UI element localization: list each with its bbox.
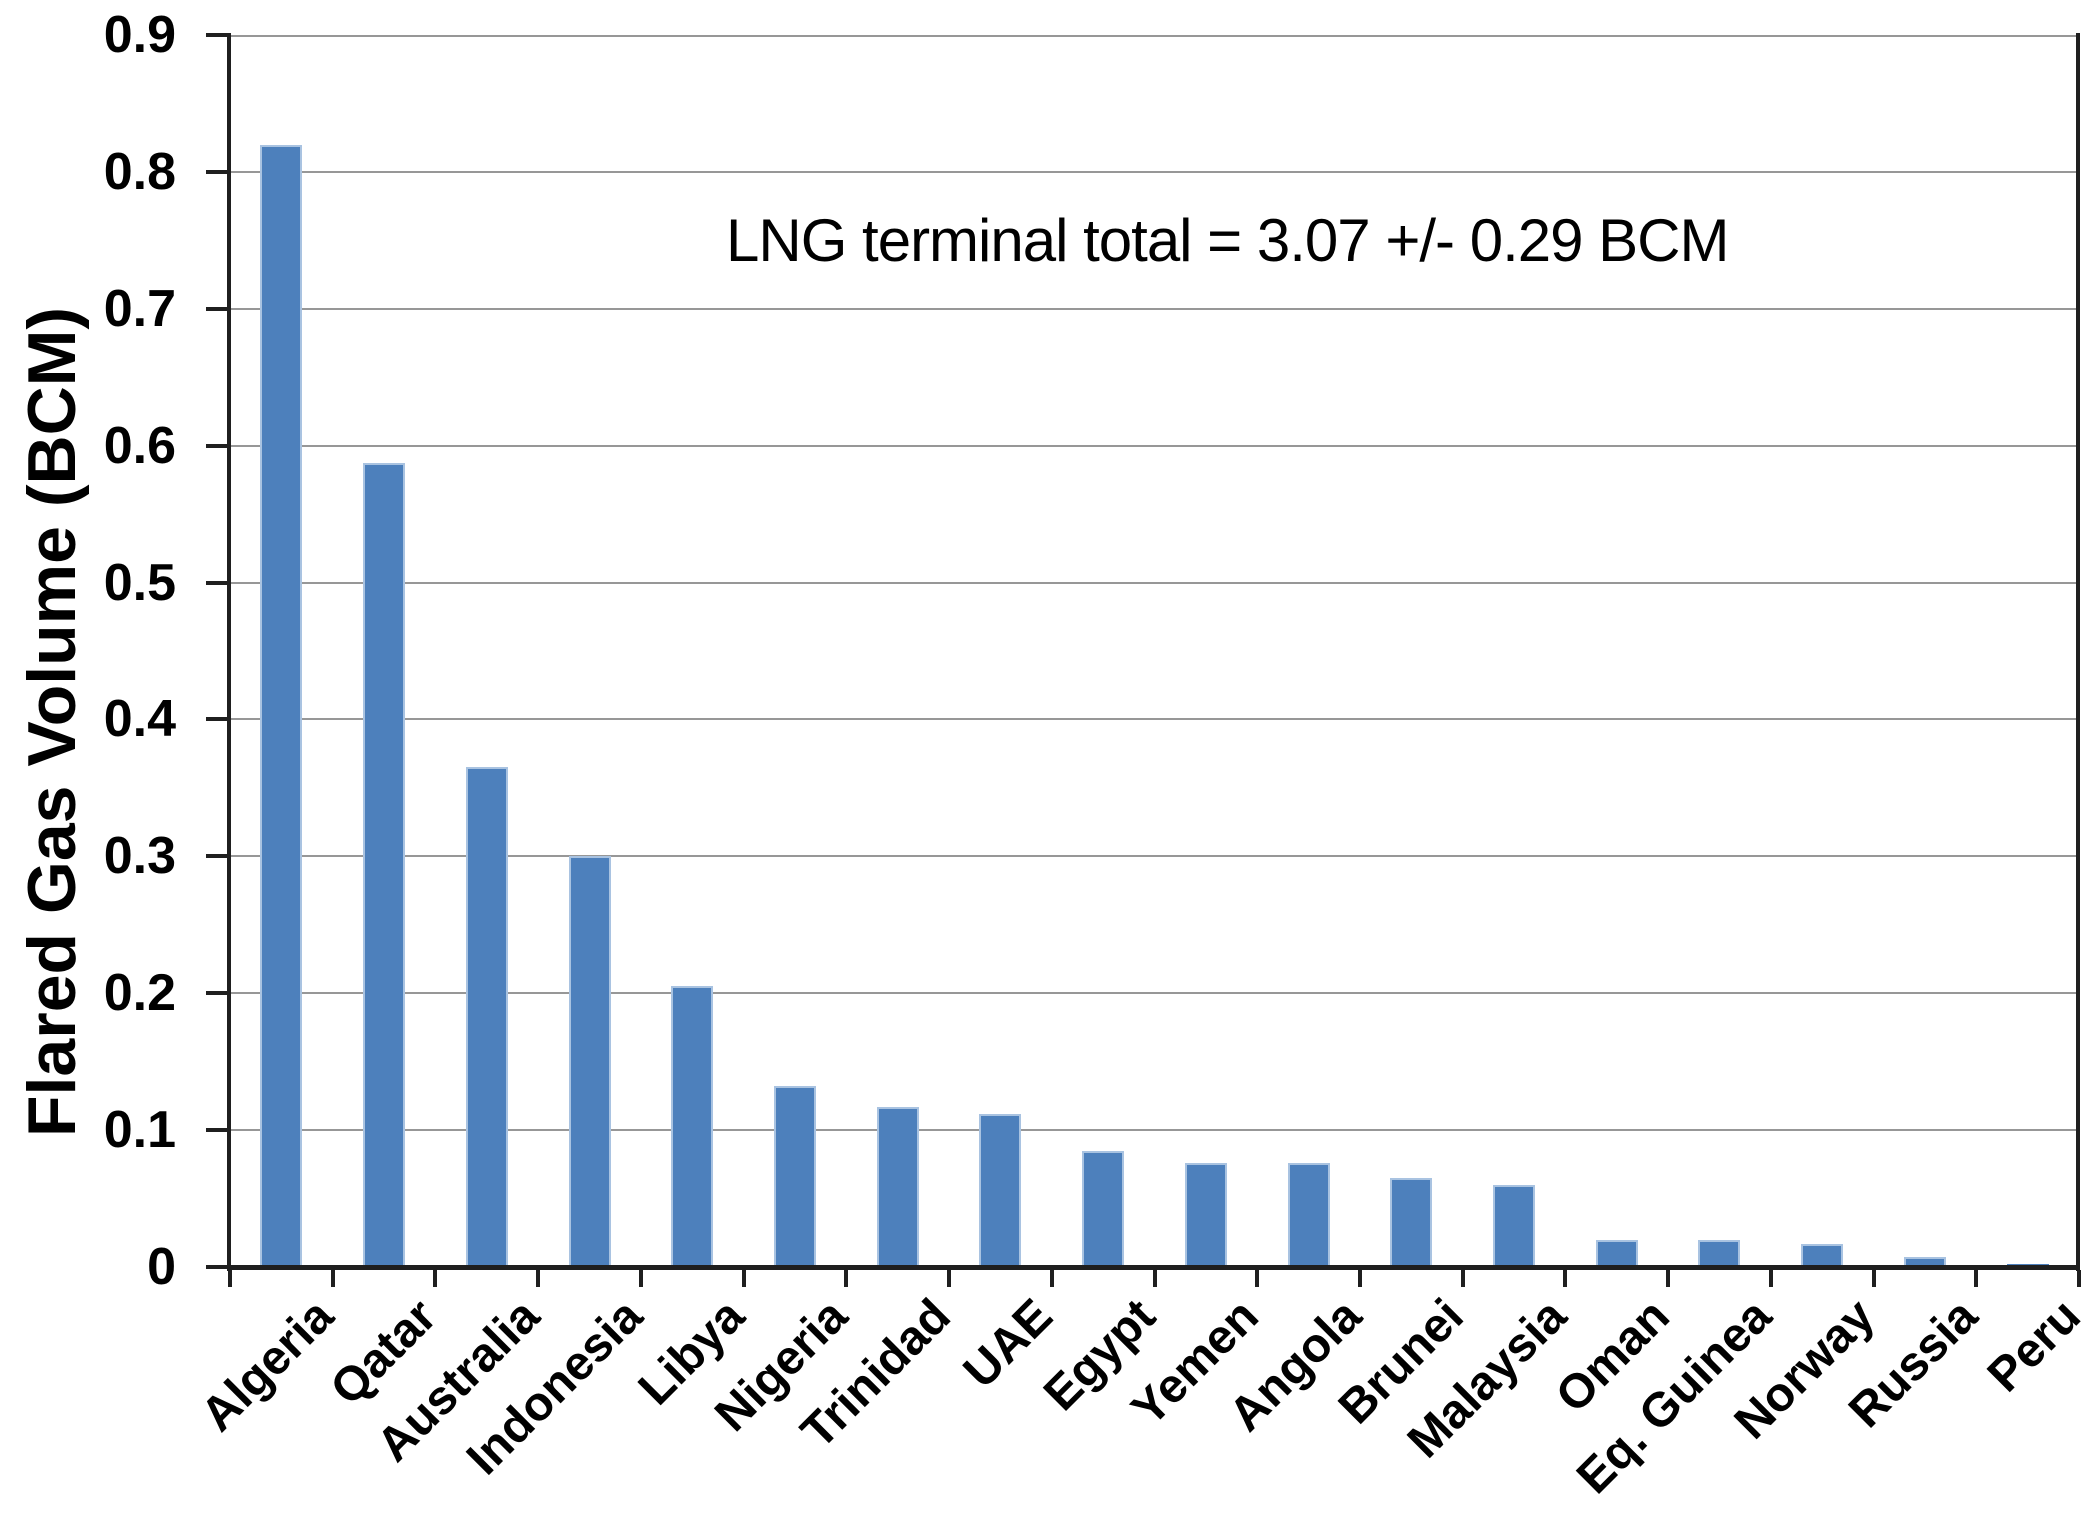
x-tick-14 (1666, 1270, 1671, 1287)
plot-right-border (2076, 33, 2080, 1271)
gridline-0.1 (230, 1129, 2079, 1132)
bar-angola (1287, 1162, 1330, 1267)
x-tick-3 (536, 1270, 541, 1287)
x-tick-7 (947, 1270, 952, 1287)
bar-yemen (1184, 1162, 1227, 1267)
bar-norway (1801, 1243, 1844, 1267)
y-tick-label-0: 0 (147, 1238, 176, 1296)
x-tick-0 (228, 1270, 232, 1287)
bar-uae (979, 1113, 1022, 1267)
x-tick-12 (1460, 1270, 1465, 1287)
y-tick-label-0.9: 0.9 (103, 6, 176, 64)
y-tick-label-0.6: 0.6 (103, 416, 176, 475)
bar-russia (1903, 1257, 1946, 1267)
x-tick-5 (741, 1270, 746, 1287)
y-tick-0.6 (206, 443, 230, 448)
bar-egypt (1082, 1150, 1125, 1267)
y-tick-label-0.5: 0.5 (103, 553, 176, 612)
bar-indonesia (568, 856, 611, 1267)
x-tick-11 (1357, 1270, 1362, 1287)
gridline-0.2 (230, 992, 2079, 995)
x-axis-line (227, 1265, 2080, 1270)
gridline-0.8 (230, 170, 2079, 173)
y-tick-label-0.8: 0.8 (103, 142, 176, 201)
y-tick-0.1 (206, 1128, 230, 1133)
bar-nigeria (773, 1086, 816, 1267)
bar-australia (465, 767, 508, 1267)
y-tick-0.5 (206, 580, 230, 585)
total-annotation: LNG terminal total = 3.07 +/- 0.29 BCM (726, 207, 1729, 274)
gridline-0.5 (230, 581, 2079, 584)
x-tick-16 (1871, 1270, 1876, 1287)
x-tick-2 (433, 1270, 438, 1287)
gridline-0.4 (230, 718, 2079, 721)
y-tick-0.8 (206, 169, 230, 174)
y-axis-line (227, 33, 231, 1271)
gridline-0.7 (230, 307, 2079, 310)
bar-trinidad (876, 1106, 919, 1267)
x-tick-9 (1152, 1270, 1157, 1287)
bar-oman (1595, 1239, 1638, 1267)
y-tick-0 (206, 1265, 230, 1269)
gridline-0.9 (230, 35, 2079, 37)
y-tick-label-0.2: 0.2 (103, 964, 176, 1023)
gridline-0.6 (230, 444, 2079, 447)
y-tick-label-0.1: 0.1 (103, 1101, 176, 1160)
x-tick-13 (1563, 1270, 1568, 1287)
gridline-0.3 (230, 855, 2079, 858)
x-tick-4 (638, 1270, 643, 1287)
y-tick-label-0.3: 0.3 (103, 827, 176, 886)
y-tick-label-0.7: 0.7 (103, 279, 176, 338)
y-tick-0.2 (206, 991, 230, 996)
x-tick-10 (1255, 1270, 1260, 1287)
bar-brunei (1390, 1178, 1433, 1267)
y-tick-0.3 (206, 854, 230, 859)
bar-algeria (260, 144, 303, 1267)
y-tick-0.4 (206, 717, 230, 722)
y-tick-0.9 (206, 33, 230, 37)
x-tick-6 (844, 1270, 849, 1287)
x-tick-17 (1974, 1270, 1979, 1287)
x-tick-1 (330, 1270, 335, 1287)
bar-qatar (363, 463, 406, 1267)
plot-area (230, 35, 2079, 1267)
bar-malaysia (1493, 1184, 1536, 1267)
bar-libya (671, 986, 714, 1267)
y-tick-label-0.4: 0.4 (103, 690, 176, 749)
x-tick-18 (2077, 1270, 2081, 1287)
bar-eq-guinea (1698, 1239, 1741, 1267)
x-tick-15 (1768, 1270, 1773, 1287)
y-tick-0.7 (206, 306, 230, 311)
x-tick-8 (1049, 1270, 1054, 1287)
